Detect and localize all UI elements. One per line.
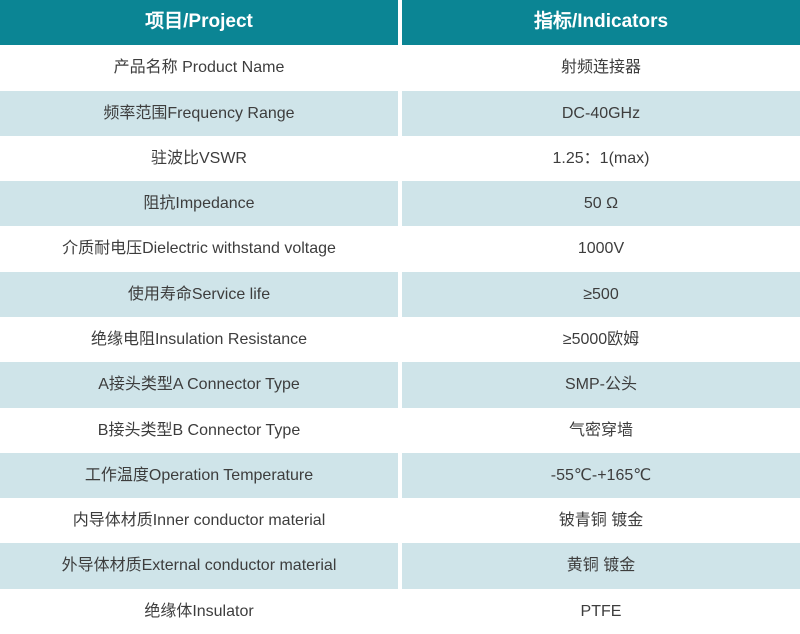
project-cell: 频率范围Frequency Range [0,90,398,136]
header-project-cell: 项目/Project [0,0,398,46]
header-indicator-cell: 指标/Indicators [402,0,800,46]
indicator-cell: 1000V [402,226,800,272]
project-cell: 介质耐电压Dielectric withstand voltage [0,226,398,272]
indicator-cell: ≥500 [402,271,800,317]
table-row: 外导体材质External conductor material 黄铜 镀金 [0,543,800,589]
table-row: 阻抗Impedance 50 Ω [0,181,800,227]
project-cell: A接头类型A Connector Type [0,362,398,408]
table-row: 产品名称 Product Name 射频连接器 [0,45,800,91]
project-cell: 使用寿命Service life [0,271,398,317]
indicator-cell: 铍青铜 镀金 [402,498,800,544]
table-row: A接头类型A Connector Type SMP-公头 [0,362,800,408]
indicator-cell: ≥5000欧姆 [402,316,800,363]
indicator-cell: 50 Ω [402,181,800,227]
project-cell: 产品名称 Product Name [0,45,398,91]
project-cell: 内导体材质Inner conductor material [0,498,398,544]
project-cell: 绝缘体Insulator [0,588,398,634]
project-cell: 驻波比VSWR [0,135,398,182]
indicator-cell: 射频连接器 [402,45,800,91]
indicator-cell: -55℃-+165℃ [402,452,800,499]
project-cell: 工作温度Operation Temperature [0,452,398,499]
project-cell: 外导体材质External conductor material [0,543,398,589]
table-row: B接头类型B Connector Type 气密穿墙 [0,407,800,453]
indicator-cell: 1.25：1(max) [402,135,800,182]
table-row: 驻波比VSWR 1.25：1(max) [0,135,800,182]
table-row: 频率范围Frequency Range DC-40GHz [0,90,800,136]
table-row: 使用寿命Service life ≥500 [0,271,800,317]
indicator-cell: 黄铜 镀金 [402,543,800,589]
project-cell: 阻抗Impedance [0,181,398,227]
table-row: 内导体材质Inner conductor material 铍青铜 镀金 [0,498,800,544]
project-cell: 绝缘电阻Insulation Resistance [0,316,398,363]
table-row: 绝缘电阻Insulation Resistance ≥5000欧姆 [0,316,800,363]
table-row: 工作温度Operation Temperature -55℃-+165℃ [0,452,800,499]
indicator-cell: DC-40GHz [402,90,800,136]
table-row: 介质耐电压Dielectric withstand voltage 1000V [0,226,800,272]
indicator-cell: PTFE [402,588,800,634]
table-row: 绝缘体Insulator PTFE [0,588,800,634]
project-cell: B接头类型B Connector Type [0,407,398,453]
indicator-cell: 气密穿墙 [402,407,800,453]
indicator-cell: SMP-公头 [402,362,800,408]
table-header-row: 项目/Project 指标/Indicators [0,0,800,46]
